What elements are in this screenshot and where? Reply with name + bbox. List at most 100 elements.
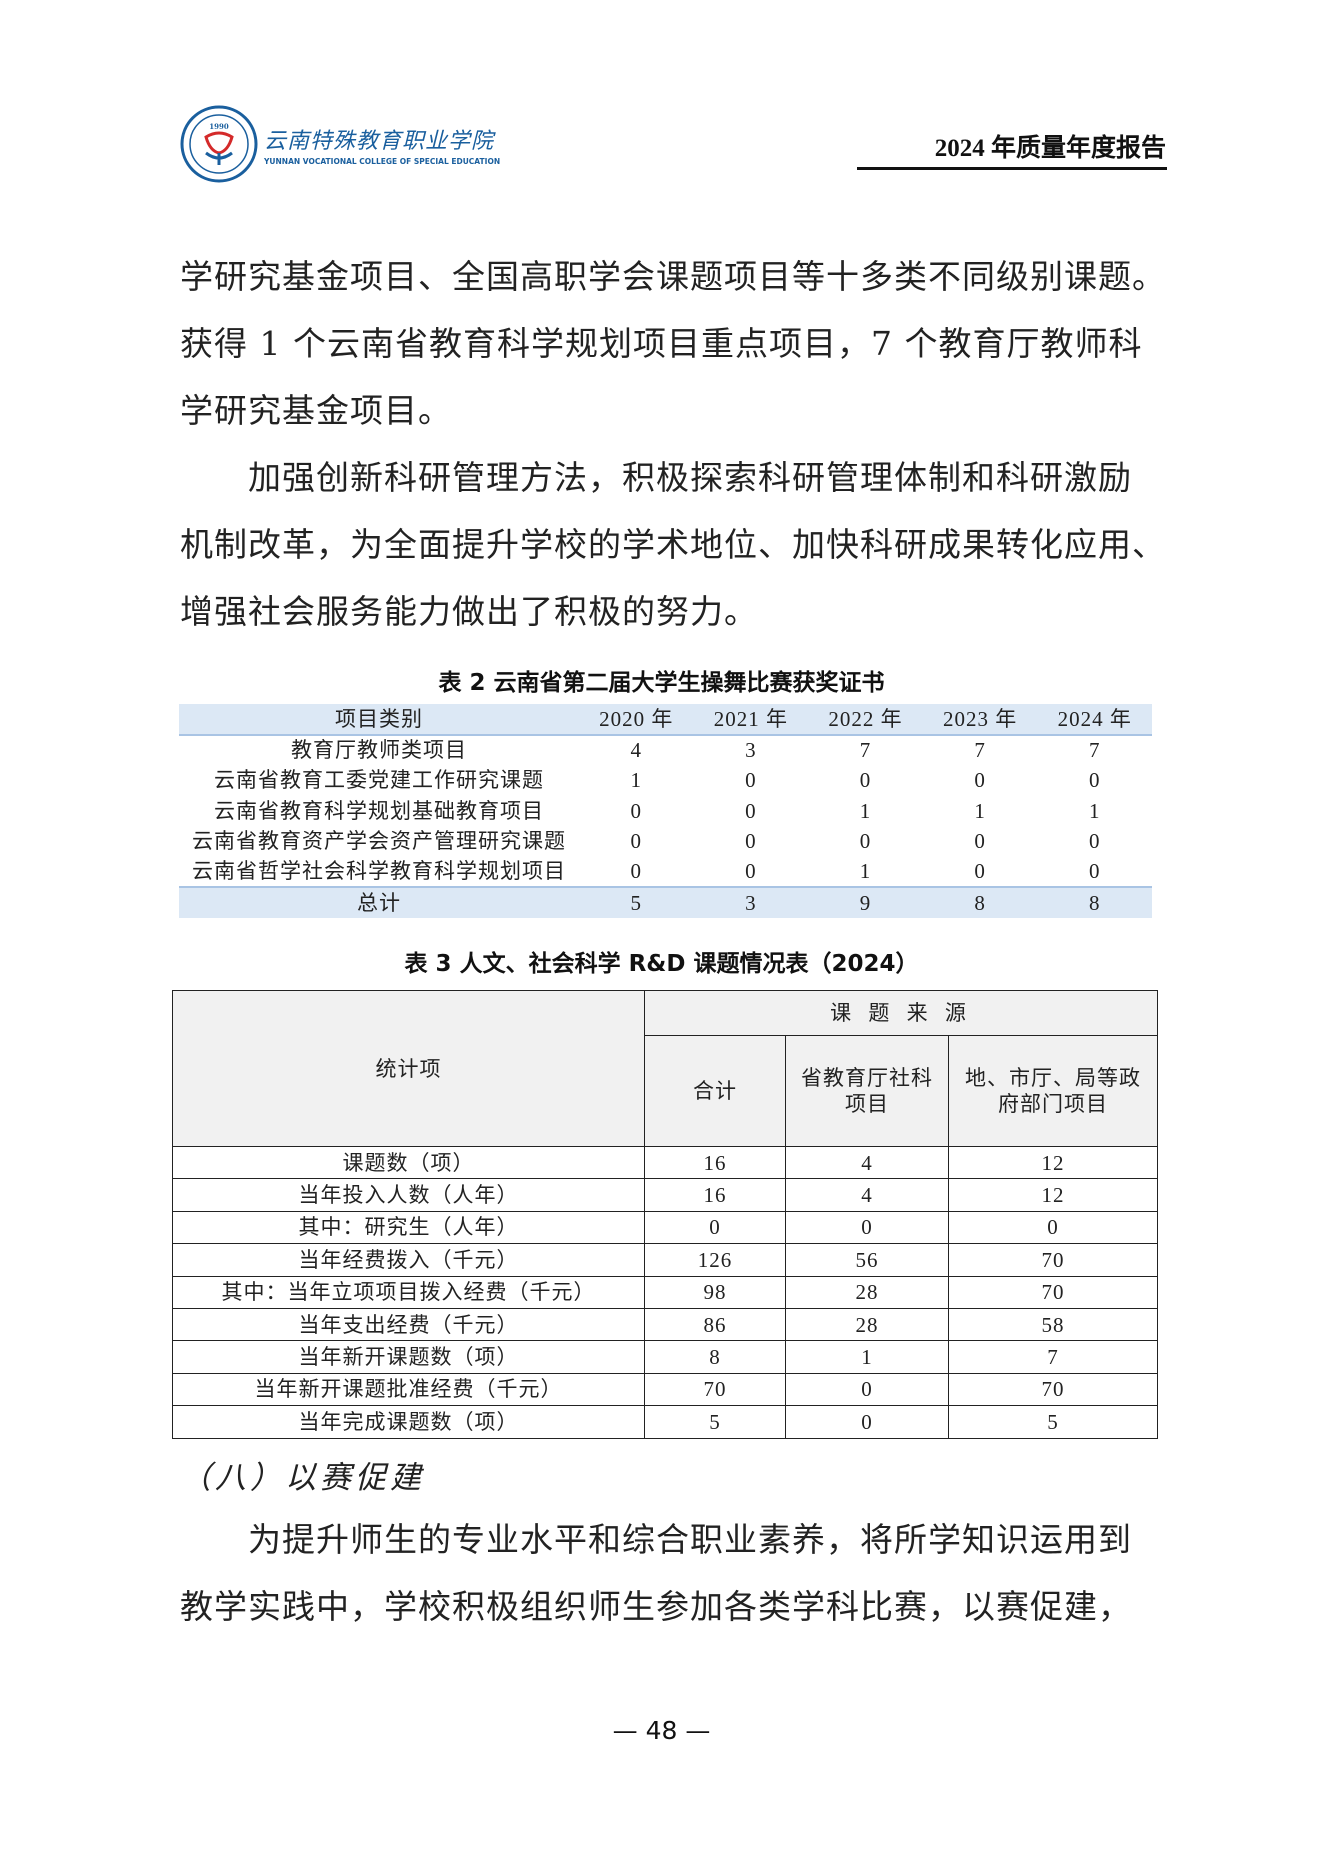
cell-value: 4	[630, 738, 643, 763]
header-rule	[857, 167, 1167, 170]
cell-value: 7	[1088, 738, 1101, 763]
table-3: 统计项 课 题 来 源 合计 省教育厅社科项目 地、市厅、局等政府部门项目 课题…	[172, 990, 1158, 1439]
row-label: 课题数（项）	[172, 1145, 645, 1180]
cell-value: 28	[785, 1307, 949, 1342]
text-line: 加强创新科研管理方法，积极探索科研管理体制和科研激励	[180, 458, 1132, 497]
cell-value: 1	[974, 798, 986, 823]
row-label: 当年投入人数（人年）	[172, 1178, 645, 1212]
college-emblem-icon: 1990	[180, 105, 258, 183]
column-header: 2020 年	[599, 706, 674, 731]
cell-value: 5	[644, 1405, 786, 1439]
cell-value: 8	[644, 1340, 786, 1374]
table-row: 当年支出经费（千元） 86 28 58	[172, 1307, 1158, 1342]
cell-value: 3	[745, 738, 757, 763]
cell-value: 0	[785, 1210, 949, 1245]
table-row: 教育厅教师类项目 4 3 7 7 7	[179, 735, 1152, 766]
cell-value: 0	[630, 829, 643, 854]
row-label: 云南省哲学社会科学教育科学规划项目	[192, 859, 566, 884]
table-row: 其中：当年立项项目拨入经费（千元） 98 28 70	[172, 1275, 1158, 1309]
text-line: 学研究基金项目、全国高职学会课题项目等十多类不同级别课题。	[180, 257, 1166, 296]
cell-value: 58	[948, 1307, 1158, 1342]
row-label: 云南省教育科学规划基础教育项目	[214, 798, 544, 823]
cell-value: 70	[644, 1372, 786, 1407]
cell-value: 0	[745, 829, 757, 854]
table-row: 云南省教育科学规划基础教育项目 0 0 1 1 1	[179, 796, 1152, 827]
column-group-header: 课 题 来 源	[644, 990, 1158, 1036]
cell-value: 70	[948, 1372, 1158, 1407]
page-number: — 48 —	[612, 1716, 711, 1745]
table-row: 云南省教育工委党建工作研究课题 1 0 0 0 0	[179, 765, 1152, 796]
cell-value: 98	[644, 1275, 786, 1309]
body-text-top: 学研究基金项目、全国高职学会课题项目等十多类不同级别课题。 获得 1 个云南省教…	[180, 243, 1220, 645]
column-header: 2023 年	[942, 706, 1018, 731]
column-header: 合计	[644, 1035, 786, 1147]
cell-value: 0	[1088, 829, 1101, 854]
text-line: 增强社会服务能力做出了积极的努力。	[180, 592, 758, 631]
cell-value: 16	[644, 1178, 786, 1212]
cell-value: 0	[859, 768, 872, 793]
column-header: 项目类别	[335, 706, 423, 731]
row-label: 总计	[357, 890, 401, 915]
cell-value: 0	[974, 859, 986, 884]
cell-value: 12	[948, 1145, 1158, 1180]
column-header: 2024 年	[1057, 706, 1132, 731]
cell-value: 0	[745, 768, 757, 793]
svg-text:1990: 1990	[209, 122, 229, 131]
cell-value: 5	[948, 1405, 1158, 1439]
table-row: 当年投入人数（人年） 16 4 12	[172, 1178, 1158, 1212]
cell-value: 4	[785, 1145, 949, 1180]
section-heading: （八）以赛促建	[180, 1460, 425, 1496]
table-row: 课题数（项） 16 4 12	[172, 1145, 1158, 1180]
cell-value: 0	[644, 1210, 786, 1245]
cell-value: 7	[974, 738, 986, 763]
table-row: 当年完成课题数（项） 5 0 5	[172, 1405, 1158, 1439]
row-label: 当年经费拨入（千元）	[172, 1243, 645, 1277]
cell-value: 126	[644, 1243, 786, 1277]
total-row: 总计 5 3 9 8 8	[179, 887, 1152, 918]
body-text-bottom: 为提升师生的专业水平和综合职业素养，将所学知识运用到 教学实践中，学校积极组织师…	[180, 1506, 1220, 1640]
table-row: 当年经费拨入（千元） 126 56 70	[172, 1243, 1158, 1277]
cell-value: 70	[948, 1275, 1158, 1309]
cell-value: 0	[859, 829, 872, 854]
table3-caption: 表 3 人文、社会科学 R&D 课题情况表（2024）	[404, 951, 919, 977]
row-label: 当年新开课题数（项）	[172, 1340, 645, 1374]
table-row: 当年新开课题数（项） 8 1 7	[172, 1340, 1158, 1374]
cell-value: 0	[1088, 859, 1101, 884]
row-label: 当年支出经费（千元）	[172, 1307, 645, 1342]
cell-value: 0	[630, 798, 643, 823]
cell-value: 0	[974, 768, 986, 793]
cell-value: 5	[630, 890, 643, 915]
cell-value: 1	[1088, 798, 1101, 823]
cell-value: 0	[785, 1372, 949, 1407]
cell-value: 0	[948, 1210, 1158, 1245]
column-header: 省教育厅社科项目	[785, 1035, 949, 1147]
report-title: 2024 年质量年度报告	[934, 135, 1166, 162]
row-label: 其中：当年立项项目拨入经费（千元）	[172, 1275, 645, 1309]
logo-name-cn: 云南特殊教育职业学院	[264, 128, 495, 154]
cell-value: 7	[948, 1340, 1158, 1374]
text-line: 学研究基金项目。	[180, 391, 452, 430]
cell-value: 0	[745, 798, 757, 823]
table-2: 项目类别 2020 年 2021 年 2022 年 2023 年 2024 年 …	[179, 704, 1152, 918]
cell-value: 0	[1088, 768, 1101, 793]
college-logo: 1990 云南特殊教育职业学院 YUNNAN VOCATIONAL COLLEG…	[180, 104, 540, 184]
text-line: 教学实践中，学校积极组织师生参加各类学科比赛，以赛促建，	[180, 1587, 1132, 1626]
cell-value: 8	[974, 890, 986, 915]
column-header: 地、市厅、局等政府部门项目	[948, 1035, 1158, 1147]
cell-value: 1	[859, 798, 872, 823]
row-label: 云南省教育资产学会资产管理研究课题	[192, 829, 566, 854]
cell-value: 56	[785, 1243, 949, 1277]
cell-value: 1	[859, 859, 872, 884]
cell-value: 16	[644, 1145, 786, 1180]
cell-value: 0	[745, 859, 757, 884]
cell-value: 0	[974, 829, 986, 854]
column-header: 2021 年	[713, 706, 789, 731]
cell-value: 70	[948, 1243, 1158, 1277]
cell-value: 4	[785, 1178, 949, 1212]
text-line: 获得 1 个云南省教育科学规划项目重点项目，7 个教育厅教师科	[180, 324, 1143, 363]
row-label: 云南省教育工委党建工作研究课题	[214, 768, 544, 793]
cell-value: 86	[644, 1307, 786, 1342]
cell-value: 0	[630, 859, 643, 884]
table-row: 其中：研究生（人年） 0 0 0	[172, 1210, 1158, 1245]
cell-value: 1	[785, 1340, 949, 1374]
